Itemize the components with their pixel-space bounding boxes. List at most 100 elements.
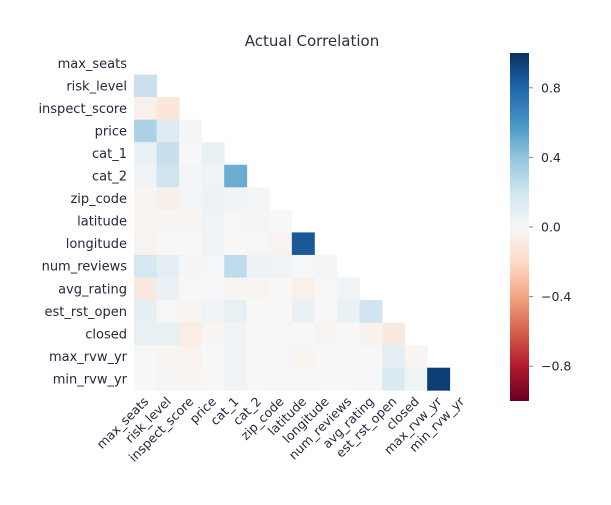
heatmap-cell [314, 254, 338, 278]
heatmap-cell [404, 367, 428, 391]
heatmap-cell [179, 277, 203, 301]
heatmap-cell [134, 345, 157, 369]
heatmap-cell [269, 277, 293, 301]
y-tick-label: max_rvw_yr [49, 350, 128, 365]
colorbar-tick-label: 0.0 [541, 220, 561, 235]
heatmap-cell [156, 367, 180, 391]
heatmap-cell [134, 367, 157, 391]
heatmap-cell [224, 232, 248, 256]
heatmap-cell [156, 277, 180, 301]
heatmap-cell [314, 367, 338, 391]
heatmap-cell [179, 254, 203, 278]
heatmap-cell [201, 254, 225, 278]
y-tick-label: longitude [66, 237, 127, 252]
y-tick-label: min_rvw_yr [53, 372, 128, 387]
heatmap-cell [359, 367, 383, 391]
heatmap-cell [291, 367, 315, 391]
y-tick-label: max_seats [58, 57, 128, 72]
heatmap-cell [156, 254, 180, 278]
heatmap-cell [314, 277, 338, 301]
heatmap-cell [382, 367, 405, 391]
colorbar [510, 53, 529, 401]
heatmap-cell [359, 345, 383, 369]
heatmap-cell [269, 367, 293, 391]
heatmap-cell [382, 345, 405, 369]
heatmap-cell [179, 187, 203, 211]
heatmap-cell [269, 322, 293, 346]
heatmap-cell [179, 209, 203, 233]
heatmap-cell [156, 300, 180, 323]
heatmap-cell [224, 277, 248, 301]
heatmap-cell [246, 300, 270, 323]
heatmap-cell [156, 187, 180, 211]
heatmap-cell [246, 322, 270, 346]
heatmap-cell [314, 322, 338, 346]
y-tick-label: zip_code [70, 192, 127, 207]
heatmap-cell [246, 345, 270, 369]
heatmap-cell [336, 345, 360, 369]
heatmap-cell [224, 164, 248, 188]
heatmap-cell [201, 300, 225, 323]
colorbar-tick-label: 0.4 [541, 150, 561, 165]
heatmap-cell [246, 277, 270, 301]
heatmap-cell [134, 187, 157, 211]
heatmap-cell [134, 74, 157, 98]
heatmap-cell [269, 345, 293, 369]
heatmap-cell [179, 345, 203, 369]
heatmap-cell [269, 254, 293, 278]
heatmap-cell [179, 322, 203, 346]
heatmap-cell [336, 300, 360, 323]
heatmap-cell [201, 187, 225, 211]
heatmap-cell [201, 322, 225, 346]
colorbar-tick-label: 0.8 [541, 80, 561, 95]
heatmap-cell [224, 322, 248, 346]
colorbar-tick-label: −0.4 [541, 289, 571, 304]
heatmap-cell [382, 322, 405, 346]
heatmap-cell [246, 209, 270, 233]
heatmap-cell [291, 232, 315, 256]
heatmap-cell [291, 322, 315, 346]
heatmap-cell [134, 300, 157, 323]
heatmap-cell [291, 345, 315, 369]
heatmap-cell [224, 254, 248, 278]
heatmap-cell [201, 345, 225, 369]
x-axis-labels: max_seatsrisk_levelinspect_scorepricecat… [94, 393, 468, 464]
heatmap-cell [246, 187, 270, 211]
heatmap-cell [156, 322, 180, 346]
heatmap-cell [291, 300, 315, 323]
heatmap-cell [336, 367, 360, 391]
heatmap-cell [179, 142, 203, 166]
y-tick-label: risk_level [66, 79, 127, 94]
y-tick-label: est_rst_open [44, 305, 127, 320]
heatmap-cell [269, 232, 293, 256]
heatmap-cell [156, 345, 180, 369]
heatmap-cell [201, 164, 225, 188]
heatmap-cell [156, 97, 180, 121]
heatmap-cell [224, 187, 248, 211]
y-tick-label: num_reviews [42, 260, 128, 275]
heatmap-cell [134, 209, 157, 233]
heatmap-cell [134, 142, 157, 166]
y-tick-label: cat_1 [92, 147, 127, 162]
heatmap-cell [201, 209, 225, 233]
heatmap-cell [246, 254, 270, 278]
heatmap-cell [224, 367, 248, 391]
heatmap-cell [156, 209, 180, 233]
heatmap-cell [134, 119, 157, 143]
heatmap-cells [134, 74, 451, 391]
heatmap-cell [156, 232, 180, 256]
heatmap-cell [201, 277, 225, 301]
heatmap-cell [156, 142, 180, 166]
heatmap-cell [134, 232, 157, 256]
heatmap-cell [404, 345, 428, 369]
y-tick-label: closed [85, 327, 127, 342]
heatmap-cell [201, 232, 225, 256]
heatmap-cell [224, 209, 248, 233]
heatmap-cell [156, 119, 180, 143]
heatmap-cell [314, 300, 338, 323]
heatmap-cell [246, 232, 270, 256]
heatmap-cell [427, 367, 451, 391]
heatmap-cell [224, 345, 248, 369]
heatmap-cell [179, 119, 203, 143]
